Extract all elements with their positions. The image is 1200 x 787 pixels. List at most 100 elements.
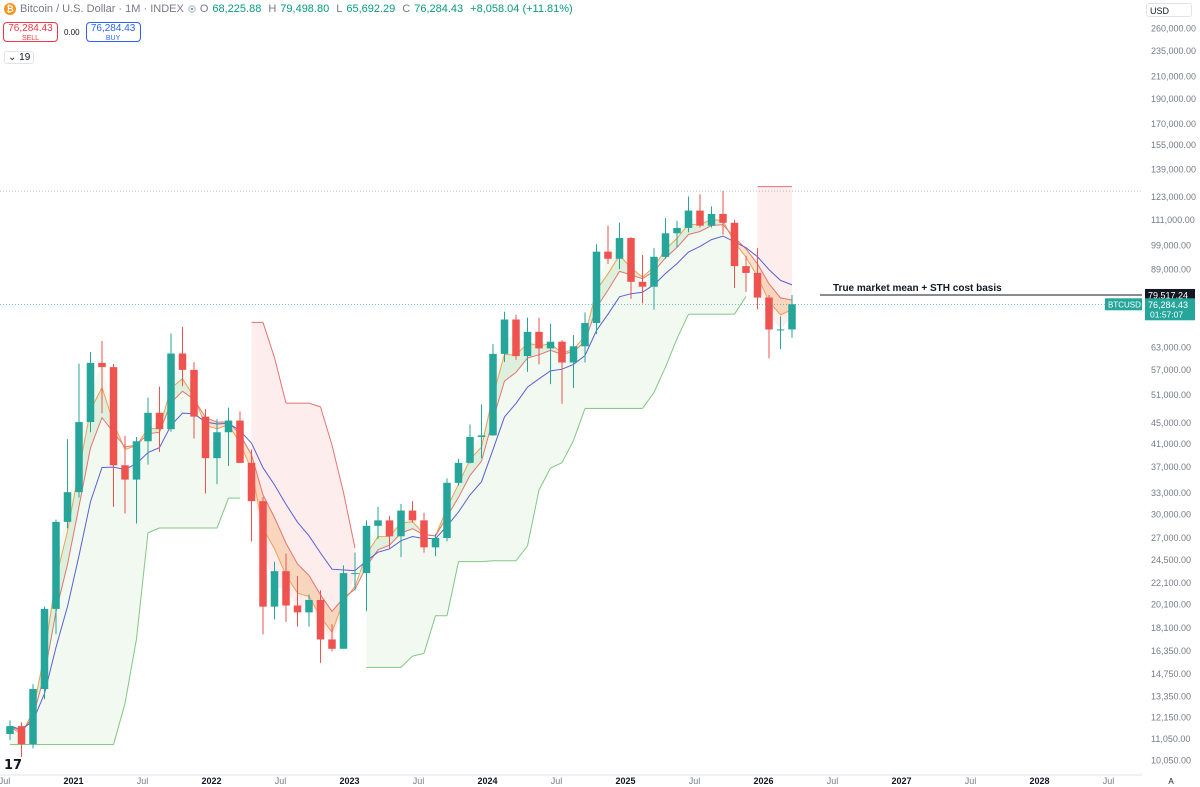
candle[interactable] [661,218,670,259]
candle[interactable] [569,335,578,388]
candle[interactable] [213,419,221,485]
candle[interactable] [615,222,624,270]
candle[interactable] [684,196,693,233]
trend-band-fill [711,218,723,315]
candle[interactable] [730,219,739,289]
candle[interactable] [408,501,417,523]
candle-body [374,520,382,526]
candle[interactable] [420,512,428,553]
candle[interactable] [592,244,601,335]
change-value: +8,058.04 (+11.81%) [470,3,573,15]
candle-body [661,233,670,257]
y-tick-label: 123,000.00 [1151,192,1196,202]
auto-scale-toggle[interactable]: A [1168,777,1174,786]
candle[interactable] [201,409,210,494]
candle-body [650,256,658,287]
candle[interactable] [259,496,267,635]
candle[interactable] [144,397,152,465]
candle[interactable] [466,424,474,464]
candle[interactable] [638,254,647,304]
candle[interactable] [132,436,141,524]
annotation-label[interactable]: True market mean + STH cost basis [833,283,1002,294]
candle[interactable] [650,248,658,310]
candle[interactable] [155,386,164,452]
candle[interactable] [305,594,313,627]
candle[interactable] [604,225,612,264]
y-tick-label: 45,000.00 [1151,418,1191,428]
y-tick-label: 260,000.00 [1151,23,1196,33]
y-tick-label: 24,500.00 [1151,555,1191,565]
candle[interactable] [719,191,727,235]
ma-ribbon-fill [608,255,620,291]
candle[interactable] [167,333,175,432]
candle[interactable] [109,364,118,507]
candle[interactable] [178,326,187,387]
candle[interactable] [431,533,440,557]
candle[interactable] [581,312,589,363]
candle[interactable] [190,362,198,439]
candle[interactable] [765,295,773,359]
candle[interactable] [512,314,520,360]
candle[interactable] [753,248,762,310]
trend-band-fill [297,403,309,609]
candle[interactable] [40,606,49,699]
candle[interactable] [339,565,348,649]
candle[interactable] [351,552,359,591]
candle[interactable] [707,206,716,228]
trend-band-fill [125,459,137,704]
candle[interactable] [558,339,566,404]
candle[interactable] [443,478,451,542]
candle[interactable] [293,576,302,627]
candle[interactable] [454,458,463,486]
candle[interactable] [546,323,555,385]
candle[interactable] [374,506,382,539]
candle-body [696,210,704,226]
candle[interactable] [247,449,256,542]
candle[interactable] [270,561,279,620]
currency-selector[interactable]: USD [1146,3,1192,17]
candle[interactable] [29,684,37,749]
candle[interactable] [282,553,290,622]
candle[interactable] [316,590,325,663]
candle[interactable] [121,435,129,514]
candle[interactable] [523,317,532,372]
trend-band-fill [527,339,539,546]
candle[interactable] [696,194,704,228]
candle[interactable] [98,341,106,414]
candle[interactable] [477,404,486,459]
candle[interactable] [86,352,95,433]
candle[interactable] [17,722,26,758]
candle[interactable] [236,411,244,463]
candle-body [385,520,394,537]
candle[interactable] [397,504,405,558]
candle[interactable] [63,439,72,529]
tradingview-logo-icon[interactable]: 17 [4,758,23,773]
candle[interactable] [535,317,543,365]
candle[interactable] [52,519,60,635]
candle[interactable] [6,720,14,741]
indicator-toggle[interactable]: ⌄ 19 [4,51,35,64]
candle[interactable] [385,515,394,549]
candle[interactable] [362,520,371,612]
candle[interactable] [776,316,785,350]
candle[interactable] [742,255,750,292]
candle[interactable] [328,624,336,652]
x-year-label: 2024 [477,776,497,786]
candle[interactable] [75,363,83,498]
candle[interactable] [224,407,233,466]
candle[interactable] [489,344,497,436]
candle[interactable] [788,295,796,338]
buy-button[interactable]: 76,284.43 BUY [85,22,141,42]
trend-band-fill [274,357,286,589]
candle[interactable] [500,311,509,363]
sell-button[interactable]: 76,284.43 SELL [3,22,58,42]
symbol-title[interactable]: Bitcoin / U.S. Dollar · 1M · INDEX [20,3,184,15]
trend-band-line [446,561,459,616]
candle[interactable] [673,220,681,248]
candle[interactable] [627,237,635,299]
y-tick-label: 30,000.00 [1151,509,1191,519]
candle-body [213,432,221,459]
trend-band-fill [470,436,482,562]
trend-band-fill [378,523,390,668]
